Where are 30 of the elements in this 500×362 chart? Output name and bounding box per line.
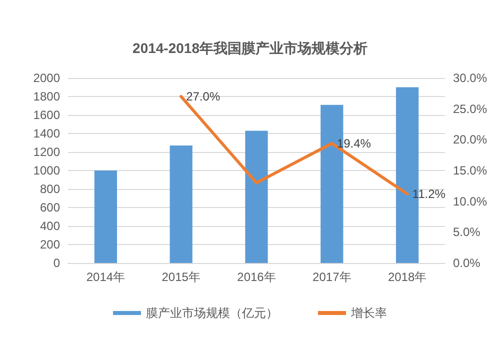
y2-tick-label: 10.0%	[453, 194, 488, 208]
y2-tick-label: 5.0%	[453, 225, 481, 240]
legend-label: 增长率	[350, 306, 387, 320]
y-tick-label: 2000	[33, 71, 60, 85]
y2-tick-label: 25.0%	[453, 102, 488, 116]
y-tick-label: 1200	[33, 145, 60, 159]
y-tick-label: 1600	[33, 108, 60, 122]
y-tick-label: 800	[40, 182, 60, 196]
bar	[170, 146, 192, 263]
y2-tick-label: 20.0%	[453, 132, 488, 147]
bar	[94, 170, 118, 263]
x-tick-label: 2014年	[86, 270, 126, 284]
y-tick-label: 200	[40, 238, 60, 252]
x-tick-label: 2018年	[388, 270, 427, 284]
legend-label: 膜产业市场规模（亿元）	[146, 306, 278, 320]
y-tick-label: 1800	[33, 90, 60, 104]
y-tick-label: 0	[53, 256, 60, 270]
y2-tick-label: 30.0%	[453, 71, 488, 85]
x-tick-label: 2017年	[312, 270, 352, 284]
x-tick-label: 2015年	[162, 270, 200, 284]
y-tick-label: 1400	[33, 126, 60, 140]
y2-tick-label: 0.0%	[453, 256, 481, 270]
bar	[245, 130, 268, 263]
y2-tick-label: 15.0%	[453, 164, 488, 178]
y-tick-label: 400	[40, 219, 60, 233]
data-label: 27.0%	[186, 90, 220, 104]
chart-title: 2014-2018年我国膜产业市场规模分析	[132, 40, 368, 56]
y-tick-label: 1000	[33, 164, 60, 178]
y-tick-label: 600	[40, 200, 60, 214]
x-tick-label: 2016年	[237, 270, 276, 284]
